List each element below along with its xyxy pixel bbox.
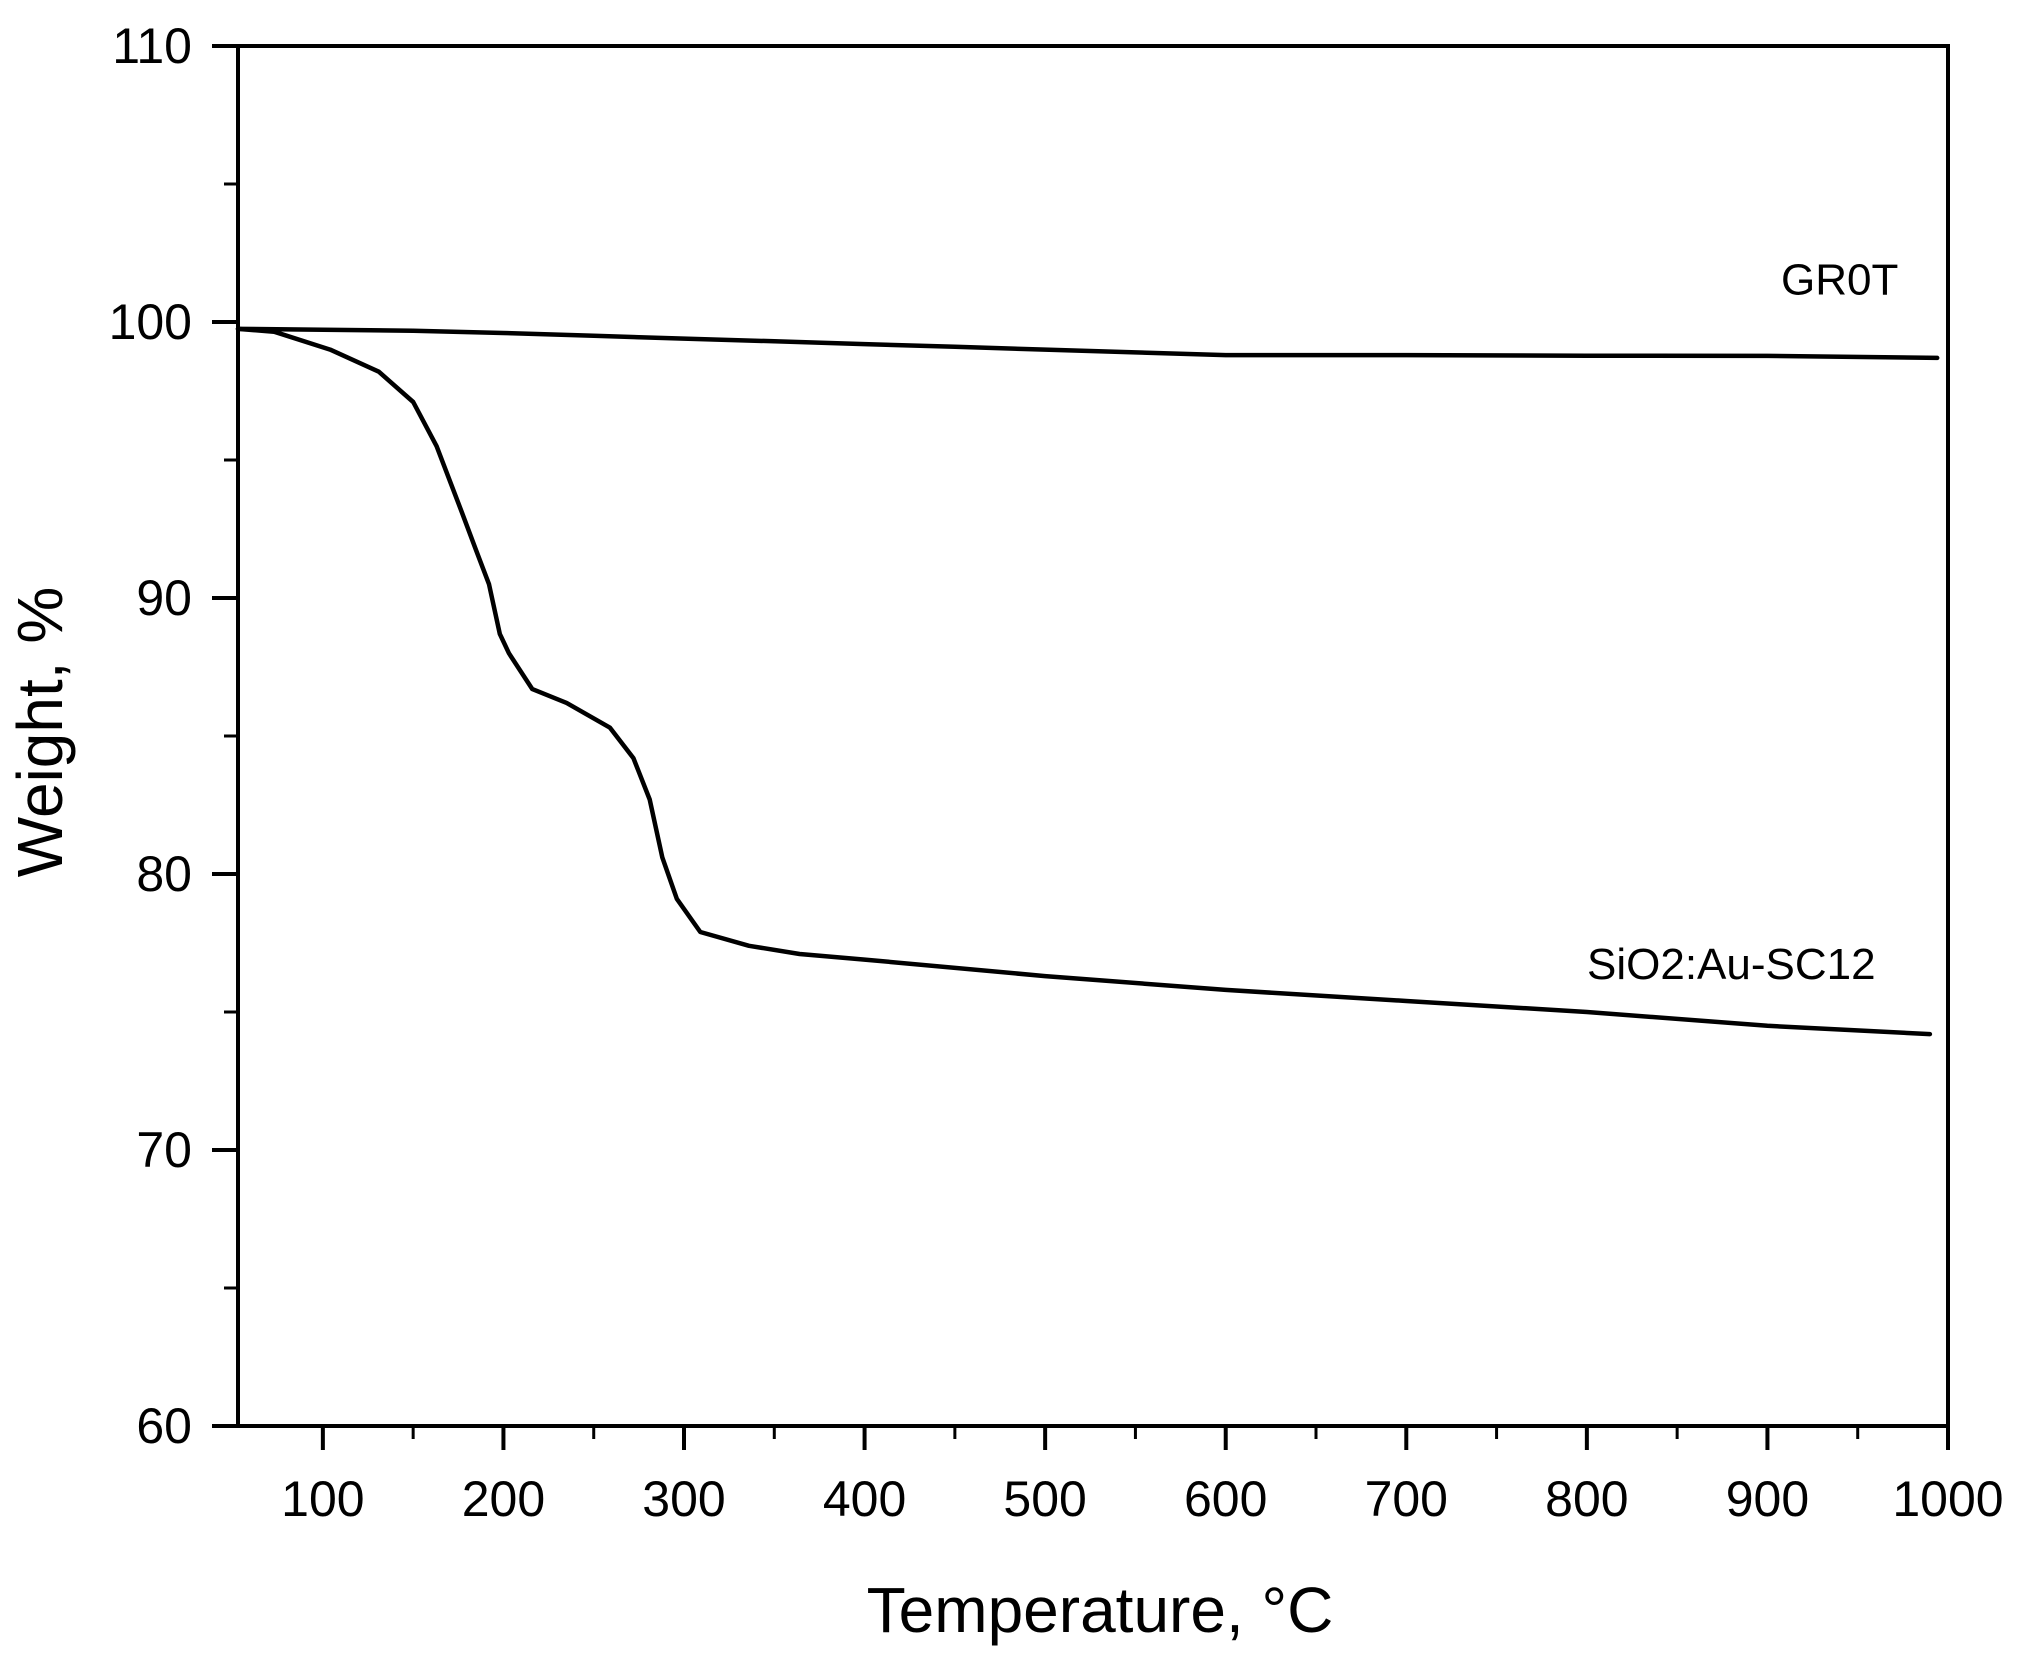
series-label-sio2-au-sc12: SiO2:Au-SC12 [1587,940,1876,989]
y-axis-title: Weight, % [4,587,76,878]
plot-border [236,44,1950,1428]
plot-frame [236,44,1950,1428]
y-tick-label: 80 [136,846,192,902]
x-tick-label: 600 [1184,1471,1267,1527]
x-axis-title: Temperature, °C [867,1574,1334,1646]
y-tick-label: 90 [136,570,192,626]
x-tick-label: 700 [1365,1471,1448,1527]
x-tick-label: 500 [1003,1471,1086,1527]
y-tick-label: 70 [136,1122,192,1178]
x-tick-label: 100 [281,1471,364,1527]
y-axis-ticks: 60 70 80 90 100 110 [109,18,238,1454]
x-tick-label: 900 [1726,1471,1809,1527]
x-tick-label: 800 [1545,1471,1628,1527]
series-label-gr0t: GR0T [1781,255,1898,304]
x-tick-label: 300 [642,1471,725,1527]
x-axis-ticks: 100 200 300 400 500 600 700 800 900 1000 [281,1426,2004,1527]
x-tick-label: 400 [823,1471,906,1527]
x-tick-label: 200 [462,1471,545,1527]
data-series: GR0T SiO2:Au-SC12 [235,255,1940,1037]
x-tick-label: 1000 [1892,1471,2003,1527]
y-tick-label: 60 [136,1398,192,1454]
y-tick-label: 110 [112,18,192,74]
y-tick-label: 100 [109,294,192,350]
series-line-gr0t [235,326,1940,361]
series-line-sio2-au-sc12 [235,326,1933,1037]
